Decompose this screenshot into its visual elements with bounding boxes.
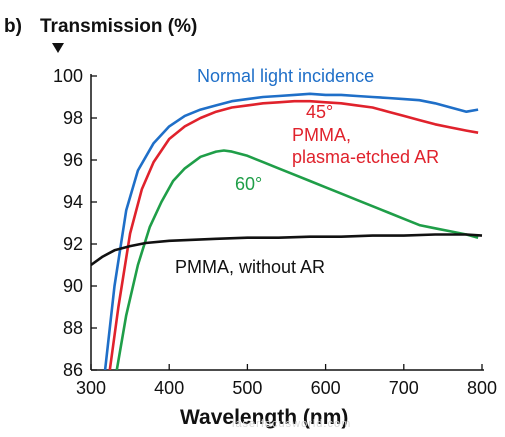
- series-label-normal: Normal light incidence: [197, 66, 374, 86]
- y-tick-label: 94: [63, 192, 83, 212]
- series-label-pmma-ar-45: PMMA,: [292, 125, 351, 145]
- y-axis-arrow-icon: [52, 43, 64, 53]
- y-axis-title: Transmission (%): [40, 16, 198, 37]
- x-tick-label: 400: [154, 378, 184, 398]
- series-labels: Normal light incidence 45° PMMA,plasma-etc…: [175, 66, 439, 277]
- axes: 86 88 90 92 94 96 98 100 300 400 500 600 700 800: [53, 66, 497, 398]
- x-tick-label: 800: [467, 378, 497, 398]
- watermark: laserfocusworld.com: [232, 418, 352, 430]
- y-tick-label: 86: [63, 360, 83, 380]
- series-label-deg-60: 60°: [235, 174, 262, 194]
- y-tick-label: 90: [63, 276, 83, 296]
- series-line-normal: [103, 92, 479, 370]
- x-axis-title: Wavelength (nm): [180, 406, 349, 429]
- x-tick-label: 600: [311, 378, 341, 398]
- y-tick-label: 100: [53, 66, 83, 86]
- y-tick-label: 88: [63, 318, 83, 338]
- y-tick-label: 92: [63, 234, 83, 254]
- x-tick-label: 300: [76, 378, 106, 398]
- series-line-deg-60: [115, 149, 479, 370]
- series-label-pmma-ar-45: plasma-etched AR: [292, 147, 439, 167]
- x-tick-label: 500: [232, 378, 262, 398]
- series-label-pmma-no-ar: PMMA, without AR: [175, 257, 325, 277]
- y-tick-label: 98: [63, 108, 83, 128]
- series-label-pmma-ar-45: 45°: [306, 102, 333, 122]
- y-tick-label: 96: [63, 150, 83, 170]
- series-line-pmma-no-ar: [91, 233, 483, 267]
- x-tick-label: 700: [389, 378, 419, 398]
- series-line-pmma-ar-45: [108, 99, 479, 370]
- series-lines: [91, 92, 483, 370]
- panel-label: b): [4, 16, 22, 37]
